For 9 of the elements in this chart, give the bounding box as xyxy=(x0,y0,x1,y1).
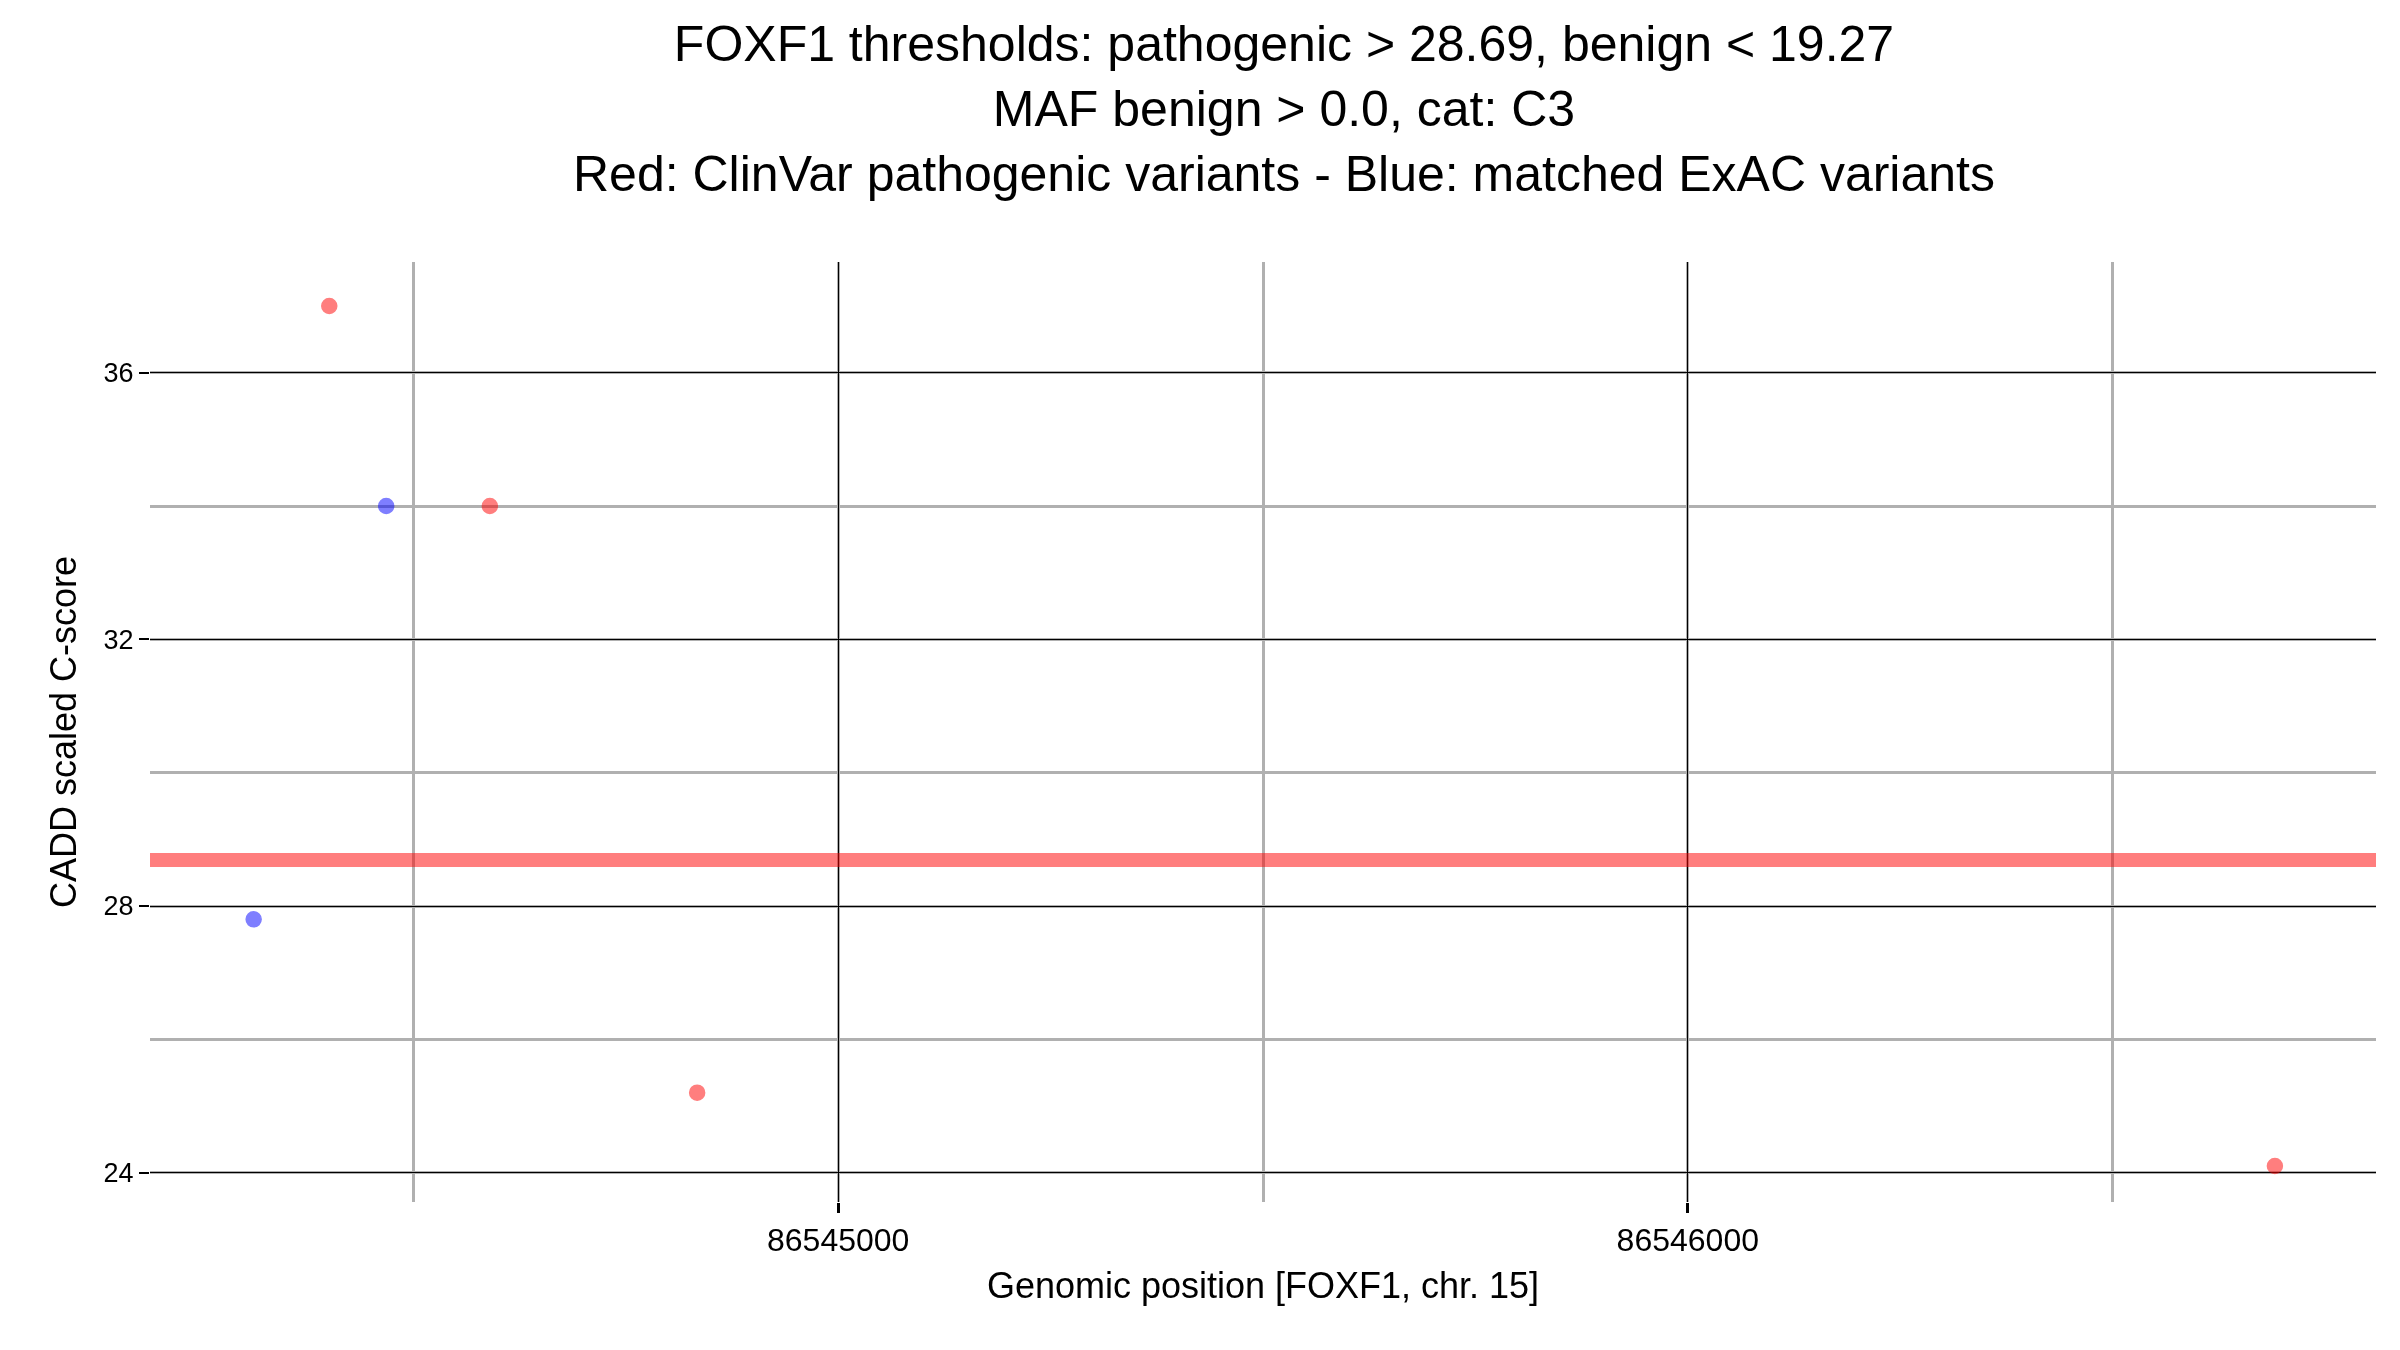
y-tick-label: 24 xyxy=(103,1158,134,1189)
x-tick-label: 86546000 xyxy=(1616,1222,1759,1259)
y-axis-title: CADD scaled C-score xyxy=(43,555,85,909)
y-tick-label: 32 xyxy=(103,624,134,655)
chart-title: FOXF1 thresholds: pathogenic > 28.69, benign < 19.27 MAF benign > 0.0, cat: C3 Red: ClinVar pathogenic variants - Blue: matched ExAC variants xyxy=(573,15,1995,202)
y-tick-label: 36 xyxy=(103,358,134,389)
x-tick-label: 86545000 xyxy=(767,1222,910,1259)
x-axis-title: Genomic position [FOXF1, chr. 15] xyxy=(986,1265,1540,1307)
y-tick-label: 28 xyxy=(103,891,134,922)
